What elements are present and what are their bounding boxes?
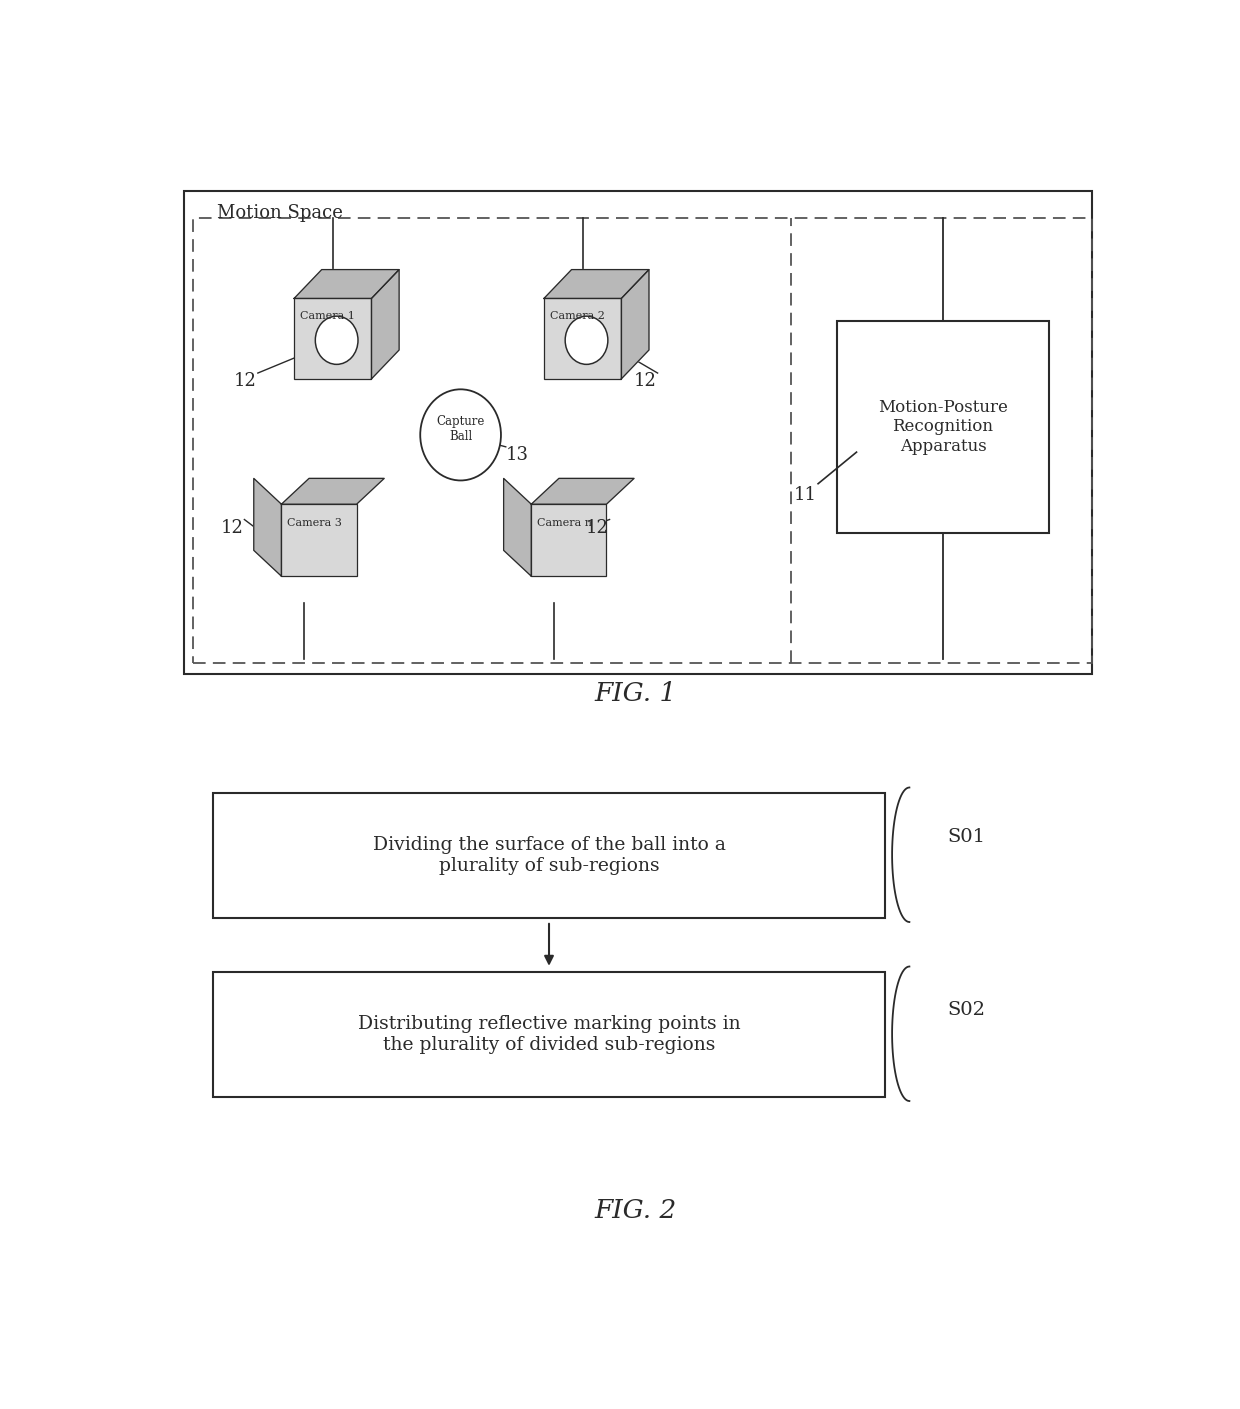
Text: 12: 12 — [585, 519, 609, 537]
Bar — [281, 504, 357, 576]
Text: Camera 2: Camera 2 — [551, 310, 605, 321]
Bar — [544, 299, 621, 379]
Text: S01: S01 — [947, 827, 986, 845]
Text: Distributing reflective marking points in
the plurality of divided sub-regions: Distributing reflective marking points i… — [357, 1014, 740, 1054]
Text: Camera 3: Camera 3 — [288, 517, 342, 528]
Text: 12: 12 — [634, 372, 656, 390]
Text: 12: 12 — [234, 372, 257, 390]
Polygon shape — [621, 269, 649, 379]
Text: Capture
Ball: Capture Ball — [436, 416, 485, 444]
Bar — [531, 504, 606, 576]
Text: 12: 12 — [221, 519, 243, 537]
Text: S02: S02 — [947, 1002, 986, 1019]
Polygon shape — [294, 269, 399, 299]
Circle shape — [420, 389, 501, 480]
Polygon shape — [503, 479, 531, 576]
Polygon shape — [531, 479, 634, 504]
Text: Dividing the surface of the ball into a
plurality of sub-regions: Dividing the surface of the ball into a … — [372, 836, 725, 875]
Circle shape — [315, 316, 358, 365]
Polygon shape — [372, 269, 399, 379]
Bar — [294, 299, 372, 379]
Text: Camera n: Camera n — [537, 517, 593, 528]
Bar — [213, 972, 885, 1096]
Bar — [837, 321, 1049, 533]
Bar — [184, 190, 1092, 674]
Polygon shape — [544, 269, 649, 299]
Text: FIG. 1: FIG. 1 — [594, 681, 677, 706]
Text: 13: 13 — [506, 445, 528, 464]
Polygon shape — [254, 479, 281, 576]
Text: 11: 11 — [794, 486, 817, 504]
Bar — [213, 793, 885, 917]
Text: Motion-Posture
Recognition
Apparatus: Motion-Posture Recognition Apparatus — [878, 399, 1008, 455]
Polygon shape — [281, 479, 384, 504]
Text: Camera 1: Camera 1 — [300, 310, 355, 321]
Bar — [193, 218, 1092, 662]
Text: FIG. 2: FIG. 2 — [594, 1198, 677, 1223]
Circle shape — [565, 316, 608, 365]
Text: Motion Space: Motion Space — [217, 204, 343, 221]
